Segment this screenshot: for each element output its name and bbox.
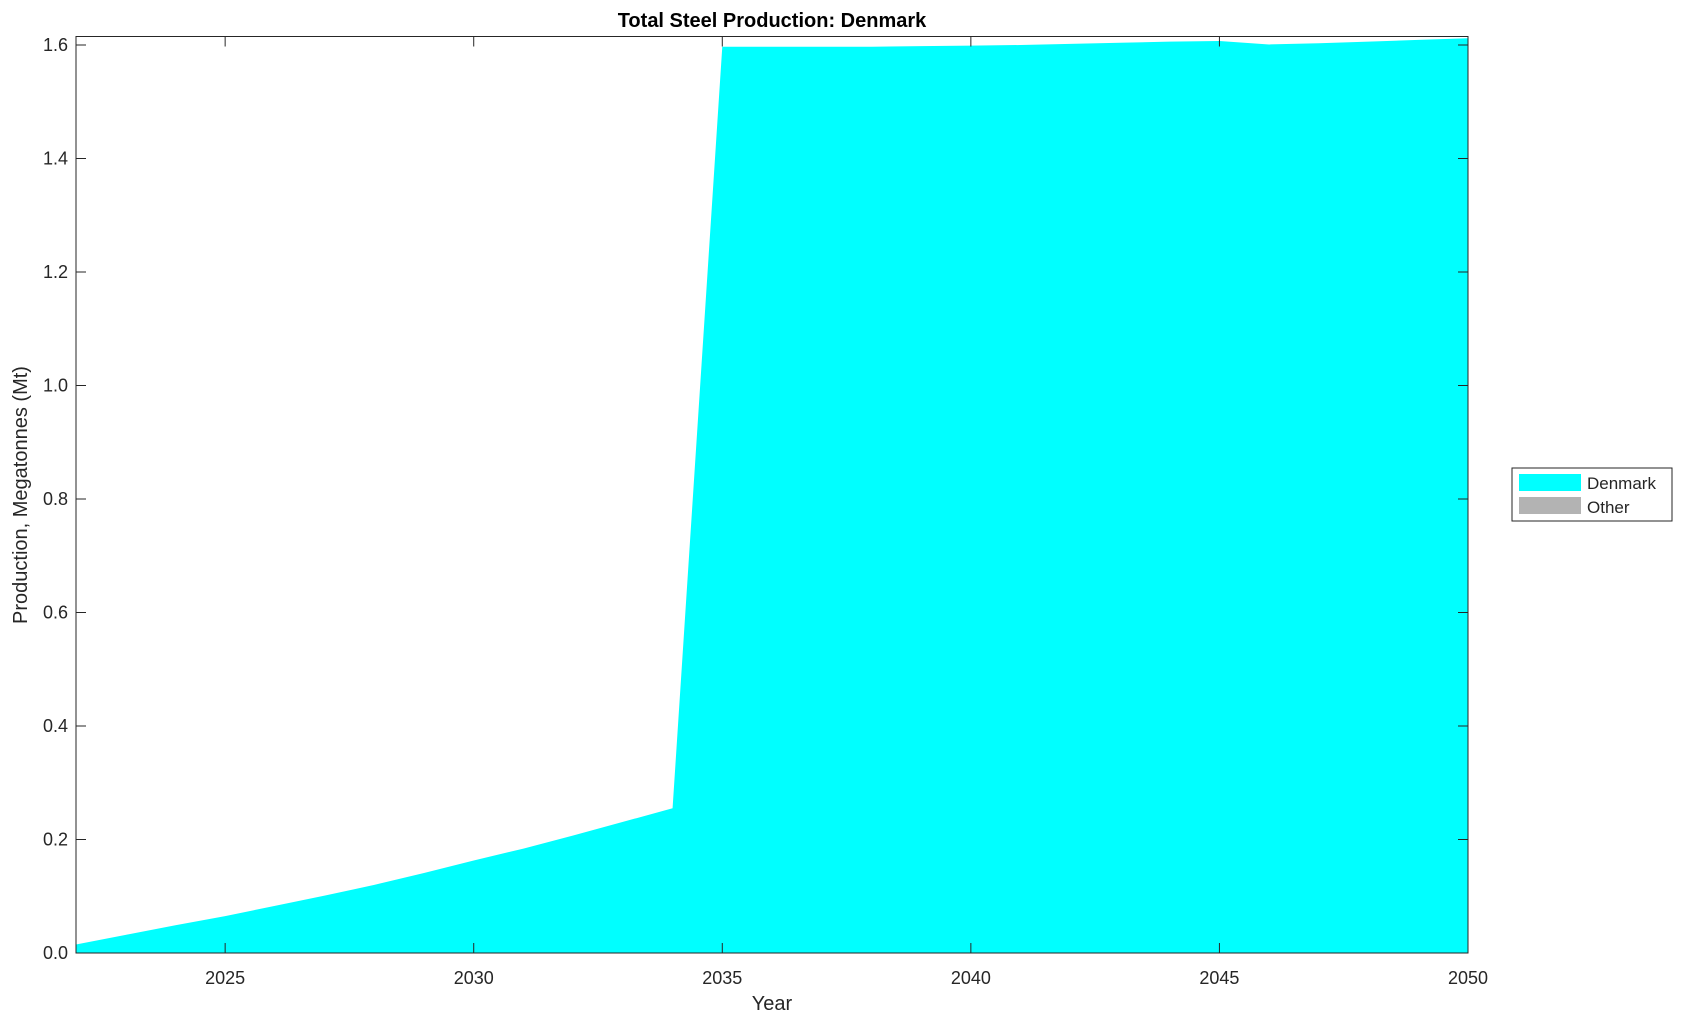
x-axis: 2025 2030 2035 2040 2045 2050 xyxy=(205,36,1488,988)
legend: Denmark Other xyxy=(1511,467,1673,522)
y-tick-label: 0.6 xyxy=(43,603,68,623)
area-denmark xyxy=(76,38,1468,954)
legend-label-other: Other xyxy=(1587,498,1630,517)
y-tick-label: 1.4 xyxy=(43,149,68,169)
y-tick-label: 0.0 xyxy=(43,943,68,963)
x-tick-label: 2025 xyxy=(205,968,245,988)
x-tick-label: 2035 xyxy=(702,968,742,988)
legend-label-denmark: Denmark xyxy=(1587,474,1656,493)
x-tick-label: 2030 xyxy=(454,968,494,988)
y-tick-label: 1.2 xyxy=(43,262,68,282)
y-tick-label: 0.8 xyxy=(43,489,68,509)
y-axis: 0.0 0.2 0.4 0.6 0.8 1.0 1.2 1.4 1.6 xyxy=(43,35,1468,963)
x-tick-label: 2045 xyxy=(1199,968,1239,988)
y-tick-label: 0.2 xyxy=(43,830,68,850)
plot-areas xyxy=(76,38,1468,954)
x-axis-label: Year xyxy=(752,993,793,1015)
x-tick-label: 2040 xyxy=(951,968,991,988)
chart-title: Total Steel Production: Denmark xyxy=(618,10,927,32)
y-tick-label: 1.6 xyxy=(43,35,68,55)
y-tick-label: 0.4 xyxy=(43,716,68,736)
y-axis-label: Production, Megatonnes (Mt) xyxy=(10,366,32,624)
legend-swatch-denmark xyxy=(1519,474,1581,491)
legend-swatch-other xyxy=(1519,497,1581,514)
plot-frame xyxy=(75,36,1469,954)
y-tick-label: 1.0 xyxy=(43,376,68,396)
x-tick-label: 2050 xyxy=(1448,968,1488,988)
